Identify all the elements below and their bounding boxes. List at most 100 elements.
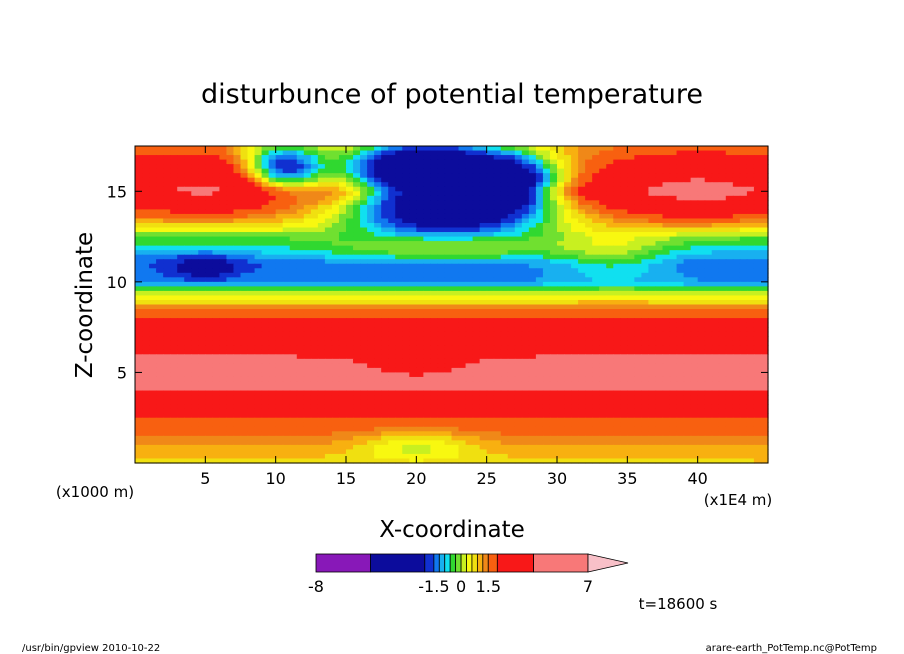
- heatmap-cell: [690, 372, 699, 378]
- heatmap-cell: [177, 159, 185, 165]
- heatmap-cell: [430, 164, 439, 170]
- heatmap-cell: [557, 232, 565, 238]
- heatmap-cell: [395, 191, 403, 197]
- heatmap-cell: [704, 318, 713, 324]
- heatmap-cell: [725, 354, 734, 360]
- heatmap-cell: [135, 159, 143, 165]
- heatmap-cell: [613, 304, 621, 310]
- heatmap-cell: [198, 182, 206, 188]
- heatmap-cell: [500, 309, 509, 315]
- heatmap-cell: [465, 322, 474, 328]
- heatmap-cell: [205, 272, 213, 278]
- heatmap-cell: [212, 213, 220, 220]
- heatmap-cell: [135, 259, 143, 265]
- heatmap-cell: [353, 304, 361, 310]
- heatmap-cell: [458, 209, 467, 215]
- heatmap-cell: [226, 299, 235, 306]
- heatmap-cell: [606, 367, 614, 374]
- heatmap-cell: [296, 213, 305, 220]
- heatmap-cell: [282, 336, 291, 342]
- heatmap-cell: [606, 254, 614, 260]
- heatmap-cell: [606, 209, 614, 215]
- heatmap-cell: [268, 209, 277, 215]
- heatmap-cell: [163, 191, 171, 197]
- heatmap-cell: [472, 336, 481, 342]
- heatmap-cell: [571, 309, 579, 315]
- heatmap-cell: [149, 209, 157, 215]
- heatmap-cell: [395, 322, 403, 328]
- heatmap-cell: [184, 241, 192, 247]
- heatmap-cell: [275, 254, 284, 260]
- heatmap-cell: [437, 209, 446, 215]
- heatmap-cell: [514, 345, 523, 351]
- heatmap-cell: [303, 159, 312, 165]
- heatmap-cell: [142, 186, 150, 192]
- heatmap-cell: [317, 164, 326, 170]
- heatmap-cell: [535, 241, 544, 247]
- heatmap-cell: [296, 358, 305, 364]
- heatmap-cell: [557, 186, 565, 192]
- heatmap-cell: [753, 177, 762, 183]
- heatmap-cell: [760, 155, 769, 161]
- heatmap-cell: [353, 177, 361, 183]
- heatmap-cell: [739, 173, 748, 179]
- heatmap-cell: [381, 313, 389, 319]
- heatmap-cell: [613, 331, 621, 337]
- heatmap-cell: [360, 263, 368, 269]
- heatmap-cell: [746, 222, 755, 229]
- heatmap-cell: [275, 304, 284, 310]
- heatmap-cell: [753, 146, 762, 152]
- heatmap-cell: [360, 372, 368, 378]
- heatmap-cell: [135, 191, 143, 197]
- heatmap-cell: [571, 150, 579, 156]
- heatmap-cell: [472, 304, 481, 310]
- heatmap-cell: [704, 232, 713, 238]
- heatmap-cell: [514, 155, 523, 161]
- heatmap-cell: [528, 286, 537, 292]
- heatmap-cell: [641, 290, 650, 297]
- heatmap-cell: [599, 236, 607, 242]
- heatmap-cell: [324, 354, 333, 360]
- heatmap-cell: [493, 218, 502, 224]
- heatmap-cell: [655, 340, 664, 346]
- heatmap-cell: [451, 318, 460, 324]
- heatmap-cell: [521, 376, 530, 383]
- heatmap-cell: [142, 354, 150, 360]
- heatmap-cell: [317, 313, 326, 319]
- heatmap-cell: [240, 349, 249, 355]
- heatmap-cell: [746, 259, 755, 265]
- heatmap-cell: [599, 186, 607, 192]
- heatmap-cell: [261, 263, 270, 269]
- heatmap-cell: [402, 150, 410, 156]
- heatmap-cell: [606, 232, 614, 238]
- heatmap-cell: [620, 177, 628, 183]
- heatmap-cell: [493, 309, 502, 315]
- heatmap-cell: [725, 241, 734, 247]
- heatmap-cell: [135, 195, 143, 201]
- heatmap-cell: [437, 232, 446, 238]
- heatmap-cell: [725, 281, 734, 287]
- heatmap-cell: [465, 186, 474, 192]
- heatmap-cell: [437, 254, 446, 260]
- heatmap-cell: [268, 367, 277, 374]
- heatmap-cell: [233, 277, 242, 283]
- heatmap-cell: [338, 182, 347, 188]
- heatmap-cell: [303, 331, 312, 337]
- heatmap-cell: [381, 381, 389, 387]
- heatmap-cell: [613, 318, 621, 324]
- heatmap-cell: [360, 150, 368, 156]
- heatmap-cell: [753, 336, 762, 342]
- heatmap-cell: [739, 327, 748, 333]
- heatmap-cell: [416, 345, 424, 351]
- heatmap-cell: [296, 349, 305, 355]
- heatmap-cell: [296, 232, 305, 238]
- heatmap-cell: [669, 254, 678, 260]
- heatmap-cell: [486, 327, 495, 333]
- heatmap-cell: [331, 349, 340, 355]
- heatmap-cell: [641, 299, 650, 306]
- heatmap-cell: [346, 168, 354, 174]
- heatmap-cell: [535, 295, 544, 301]
- heatmap-cell: [360, 286, 368, 292]
- heatmap-cell: [212, 381, 220, 387]
- heatmap-cell: [437, 272, 446, 278]
